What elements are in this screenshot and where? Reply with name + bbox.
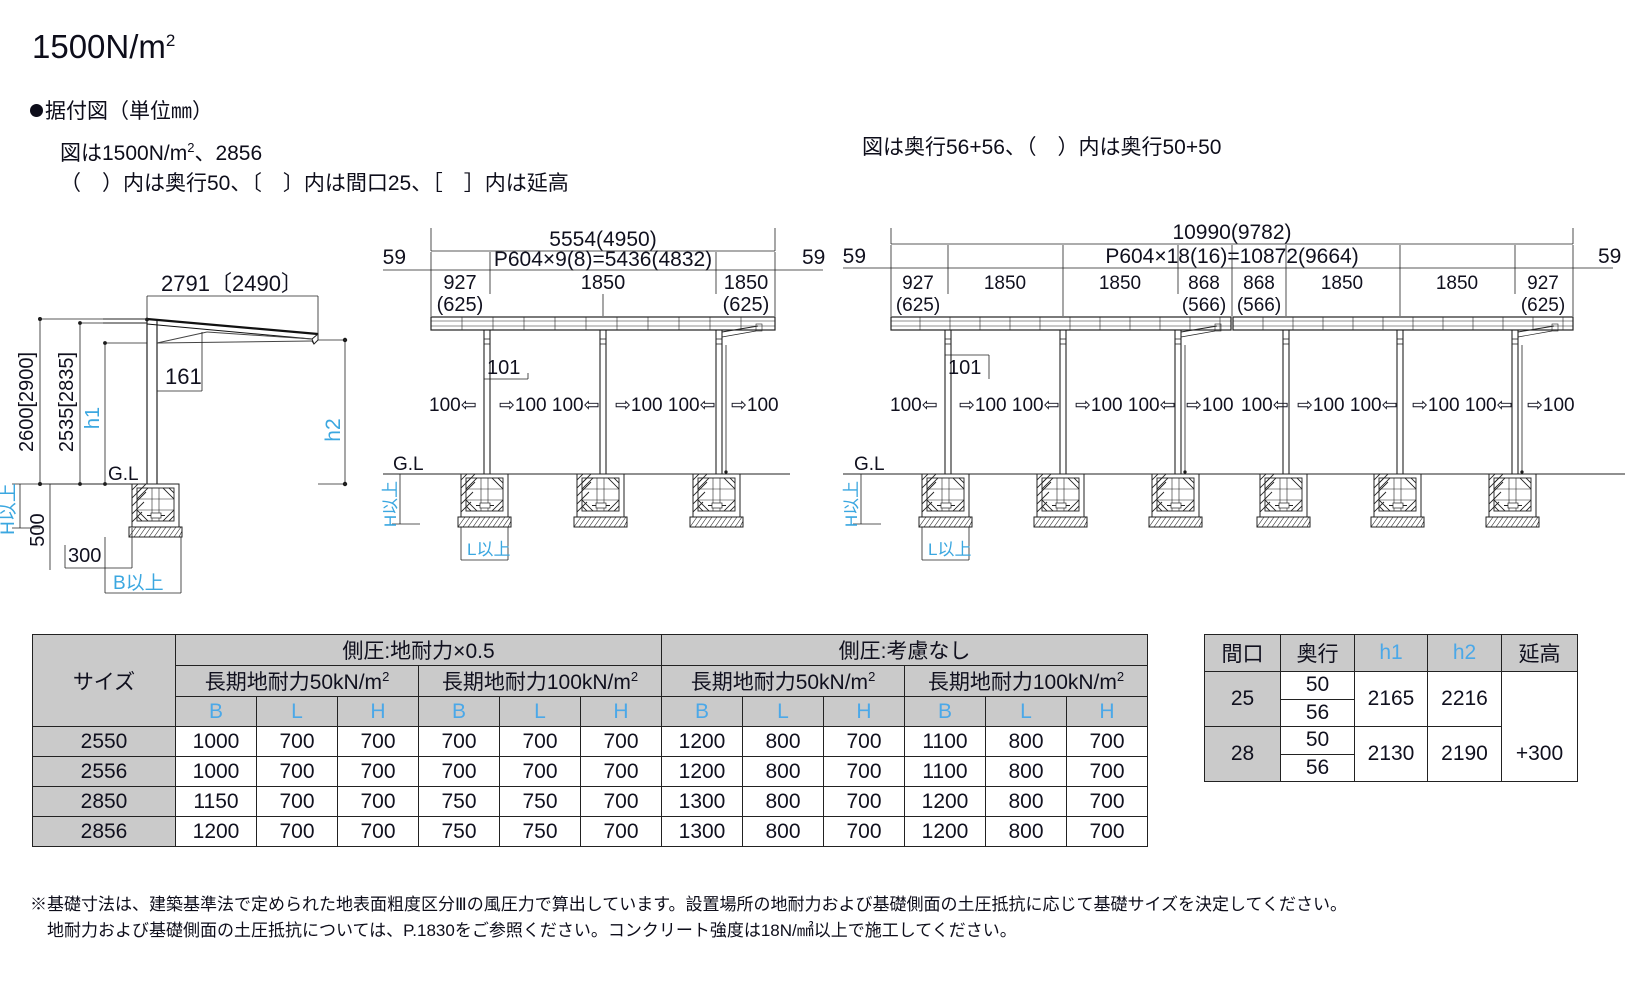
- svg-text:H以上: H以上: [842, 481, 861, 527]
- svg-text:⇨100: ⇨100: [731, 395, 779, 416]
- svg-text:2600[2900]: 2600[2900]: [16, 352, 38, 452]
- svg-text:1850: 1850: [1436, 273, 1478, 294]
- svg-text:1850: 1850: [581, 272, 626, 294]
- svg-text:59: 59: [1598, 245, 1621, 268]
- svg-text:⇨100 100⇦: ⇨100 100⇦: [1297, 395, 1398, 416]
- svg-text:G.L: G.L: [393, 454, 424, 475]
- svg-text:100⇦: 100⇦: [890, 395, 938, 416]
- svg-text:100⇦: 100⇦: [1241, 395, 1289, 416]
- svg-text:59: 59: [383, 246, 406, 269]
- svg-text:927: 927: [443, 272, 476, 294]
- svg-text:h1: h1: [82, 407, 104, 429]
- svg-text:⇨100 100⇦: ⇨100 100⇦: [1075, 395, 1176, 416]
- svg-text:500: 500: [27, 513, 49, 546]
- svg-text:868: 868: [1243, 273, 1275, 294]
- svg-text:161: 161: [165, 364, 202, 389]
- svg-text:(625): (625): [437, 294, 484, 316]
- svg-text:G.L: G.L: [854, 454, 885, 475]
- svg-text:101: 101: [948, 357, 981, 379]
- svg-text:⇨100: ⇨100: [1527, 395, 1575, 416]
- svg-text:G.L: G.L: [108, 464, 139, 485]
- svg-text:(625): (625): [1521, 295, 1565, 316]
- svg-text:h2: h2: [322, 418, 345, 441]
- svg-text:868: 868: [1188, 273, 1220, 294]
- svg-text:L以上: L以上: [467, 540, 510, 559]
- svg-text:10990(9782): 10990(9782): [1172, 221, 1291, 244]
- svg-text:1850: 1850: [1321, 273, 1363, 294]
- svg-text:⇨100 100⇦: ⇨100 100⇦: [959, 395, 1060, 416]
- svg-text:⇨100 100⇦: ⇨100 100⇦: [1412, 395, 1513, 416]
- svg-text:927: 927: [902, 273, 934, 294]
- svg-text:(566): (566): [1182, 295, 1226, 316]
- svg-text:(566): (566): [1237, 295, 1281, 316]
- svg-text:(625): (625): [723, 294, 770, 316]
- svg-text:H以上: H以上: [0, 483, 19, 535]
- svg-text:1850: 1850: [1099, 273, 1141, 294]
- svg-text:1850: 1850: [724, 272, 769, 294]
- svg-text:P604×9(8)=5436(4832): P604×9(8)=5436(4832): [494, 248, 712, 271]
- svg-text:100⇦: 100⇦: [429, 395, 477, 416]
- svg-text:59: 59: [843, 245, 866, 268]
- svg-text:⇨100: ⇨100: [1186, 395, 1234, 416]
- svg-text:⇨100 100⇦: ⇨100 100⇦: [499, 395, 600, 416]
- svg-text:59: 59: [802, 246, 825, 269]
- svg-text:2535[2835]: 2535[2835]: [56, 352, 78, 452]
- svg-text:2791〔2490〕: 2791〔2490〕: [161, 271, 303, 296]
- svg-text:300: 300: [68, 545, 101, 567]
- svg-text:L以上: L以上: [928, 540, 971, 559]
- svg-text:1850: 1850: [984, 273, 1026, 294]
- svg-text:⇨100 100⇦: ⇨100 100⇦: [615, 395, 716, 416]
- svg-text:H以上: H以上: [381, 481, 400, 527]
- svg-text:B以上: B以上: [113, 572, 164, 594]
- svg-text:927: 927: [1527, 273, 1559, 294]
- svg-text:(625): (625): [896, 295, 940, 316]
- svg-text:101: 101: [487, 357, 520, 379]
